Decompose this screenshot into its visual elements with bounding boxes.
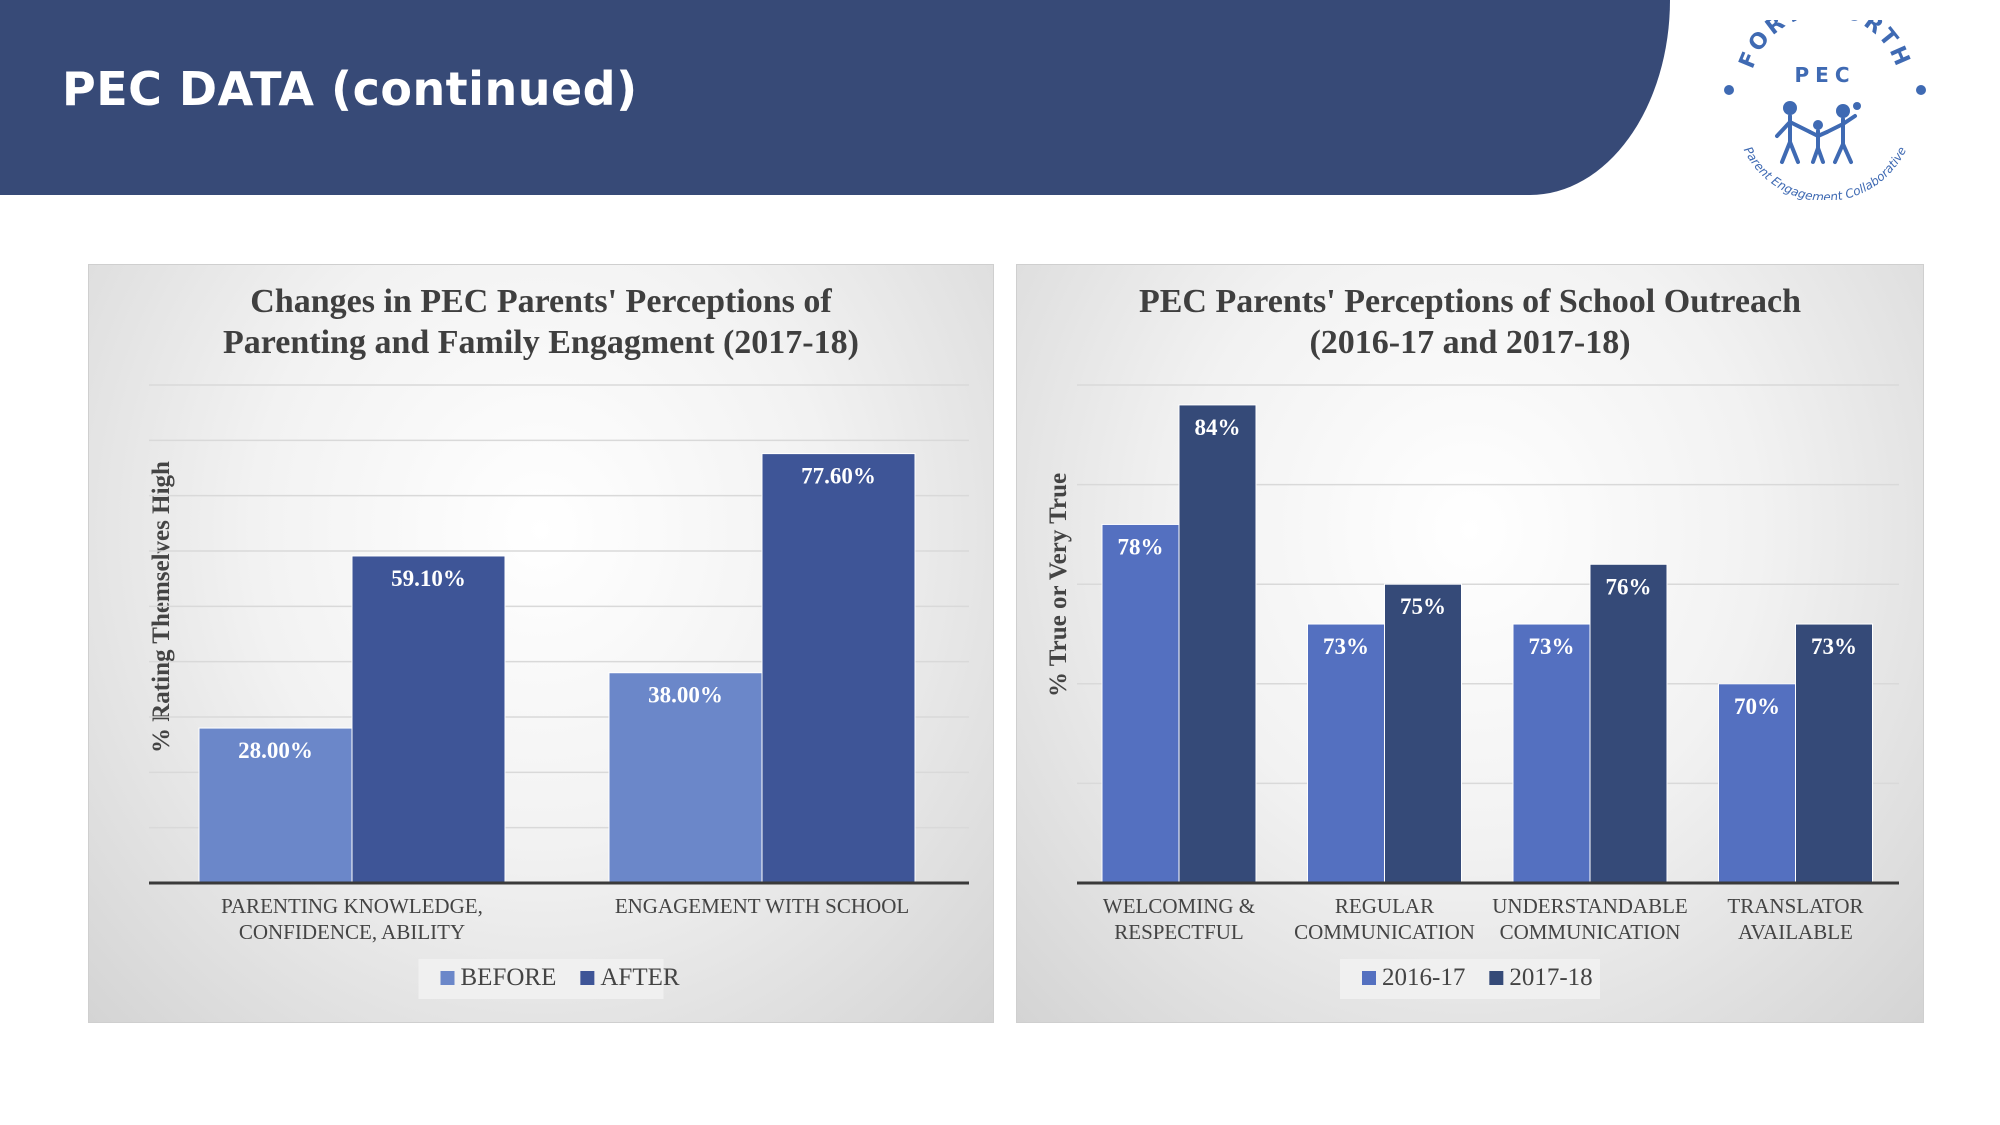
- data-label: 75%: [1400, 594, 1446, 619]
- logo-bottom-text: Parent Engagement Collaborative: [1741, 144, 1909, 200]
- fort-worth-pec-logo: FORT WORTH PEC Parent Engagement Collabo…: [1724, 20, 1926, 200]
- legend-label: AFTER: [600, 964, 680, 991]
- category-label: WELCOMING &: [1103, 894, 1255, 918]
- bar-chart-outreach: 78% 84% WELCOMING &RESPECTFUL 73% 75% REGULAR…: [1077, 384, 1899, 999]
- chart-title: PEC Parents' Perceptions of School Outre…: [1017, 281, 1923, 363]
- bar-2017-18: [1589, 563, 1668, 884]
- bar-2017-18: [1178, 404, 1257, 884]
- chart-title-line-2: Parenting and Family Engagment (2017-18): [223, 324, 859, 361]
- data-label: 76%: [1606, 574, 1652, 599]
- legend-swatch: [1362, 971, 1376, 985]
- chart-panel-outreach: PEC Parents' Perceptions of School Outre…: [1016, 264, 1924, 1023]
- legend-label: 2017-18: [1509, 964, 1592, 991]
- data-label: 59.10%: [391, 566, 466, 591]
- data-label: 78%: [1118, 534, 1164, 559]
- category-label: ENGAGEMENT WITH SCHOOL: [615, 894, 909, 918]
- chart-title-line-2: (2016-17 and 2017-18): [1309, 324, 1631, 361]
- chart-title-line-1: PEC Parents' Perceptions of School Outre…: [1138, 283, 1801, 320]
- bar-after: [761, 453, 916, 884]
- category-label: COMMUNICATION: [1500, 920, 1681, 944]
- data-label: 73%: [1323, 634, 1369, 659]
- chart-title-line-1: Changes in PEC Parents' Perceptions of: [250, 283, 832, 320]
- bar-2017-18: [1384, 583, 1462, 884]
- data-label: 73%: [1811, 634, 1857, 659]
- page-title: PEC DATA (continued): [62, 62, 638, 116]
- category-label: REGULAR: [1335, 894, 1434, 918]
- legend: [1340, 959, 1600, 999]
- category-label: COMMUNICATION: [1294, 920, 1475, 944]
- bar-before: [198, 727, 353, 884]
- data-label: 70%: [1734, 694, 1780, 719]
- data-label: 28.00%: [238, 738, 313, 763]
- logo-mid-text: PEC: [1795, 63, 1856, 87]
- category-label: PARENTING KNOWLEDGE,: [221, 894, 483, 918]
- chart-title: Changes in PEC Parents' Perceptions of P…: [89, 281, 993, 363]
- category-label: CONFIDENCE, ABILITY: [239, 920, 465, 944]
- category-label: RESPECTFUL: [1114, 920, 1244, 944]
- header-banner: [0, 0, 1670, 195]
- data-label: 73%: [1529, 634, 1575, 659]
- category-label: AVAILABLE: [1738, 920, 1853, 944]
- category-label: TRANSLATOR: [1727, 894, 1863, 918]
- legend-swatch: [440, 971, 455, 985]
- bar-after: [351, 555, 506, 884]
- bar-2016-17: [1101, 523, 1180, 884]
- data-label: 84%: [1195, 415, 1241, 440]
- legend-label: 2016-17: [1382, 964, 1465, 991]
- bar-2017-18: [1795, 623, 1873, 884]
- legend-swatch: [580, 971, 595, 985]
- data-label: 38.00%: [648, 683, 723, 708]
- bar-chart-parenting: 28.00% 59.10% PARENTING KNOWLEDGE,CONFIDEN…: [149, 384, 969, 999]
- bar-before: [608, 672, 763, 884]
- legend-swatch: [1489, 971, 1504, 985]
- logo-dot-right: [1916, 85, 1926, 95]
- family-icon: [1775, 101, 1861, 164]
- data-label: 77.60%: [801, 464, 876, 489]
- bar-2016-17: [1307, 623, 1385, 884]
- legend-label: BEFORE: [461, 964, 557, 991]
- category-label: UNDERSTANDABLE: [1492, 894, 1687, 918]
- legend: [418, 959, 664, 999]
- bar-2016-17: [1512, 623, 1591, 884]
- chart-panel-parenting: Changes in PEC Parents' Perceptions of P…: [88, 264, 994, 1023]
- svg-text:Parent Engagement Collaborativ: Parent Engagement Collaborative: [1741, 144, 1909, 200]
- logo-dot-left: [1724, 85, 1734, 95]
